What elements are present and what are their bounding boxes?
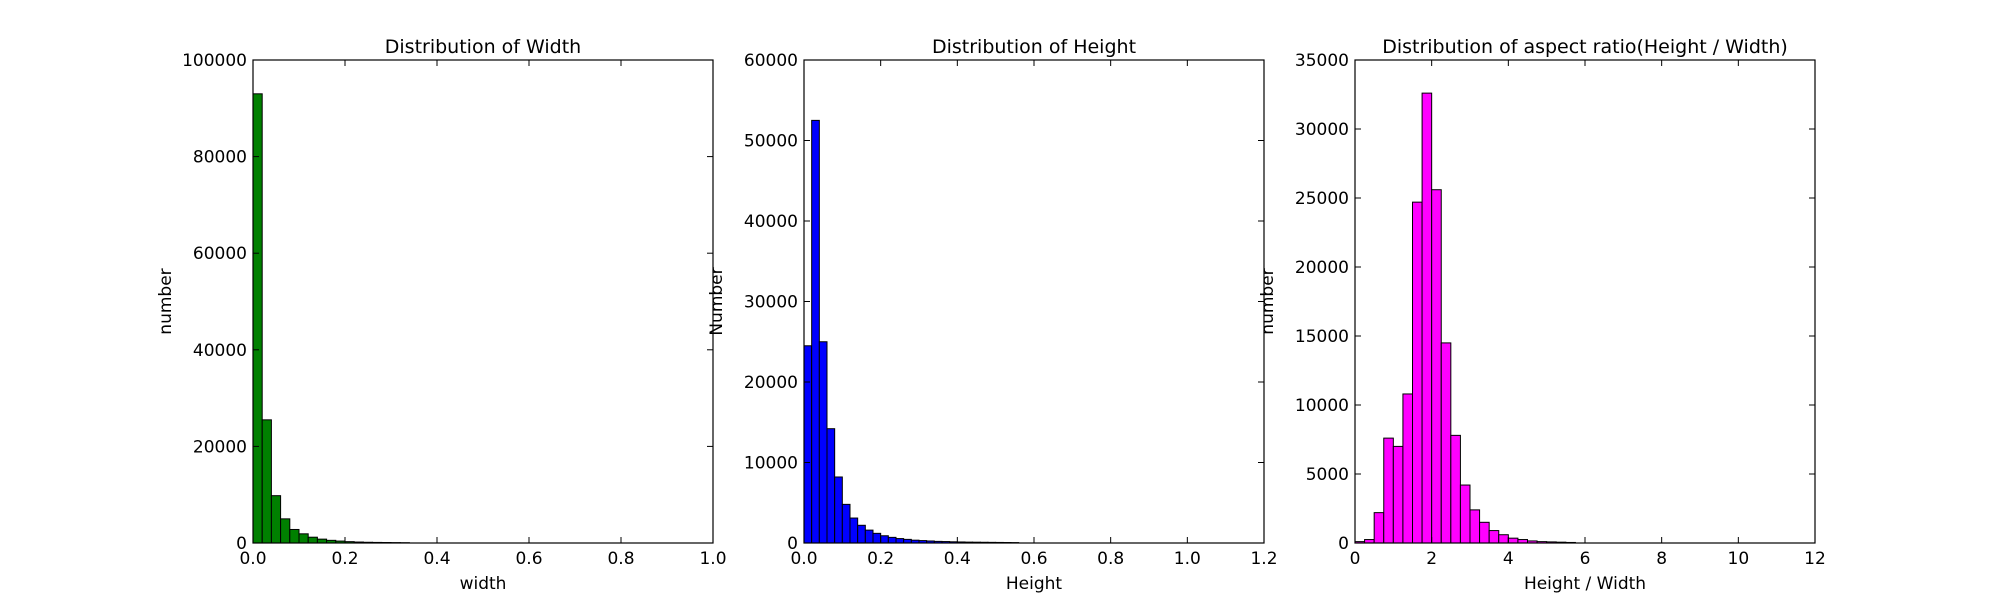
y-tick-label: 10000: [1295, 396, 1349, 416]
histogram-bar: [298, 533, 309, 544]
chart-panel-1: 0.0 0.2 0.4 0.6 0.8 1.0 0 20000 40000 60000 80000 1…: [156, 36, 727, 594]
x-axis-label: Height / Width: [1524, 574, 1646, 594]
y-tick-label: 50000: [744, 132, 798, 152]
x-axis-label: Height: [1006, 574, 1063, 594]
histogram-bar: [1373, 512, 1385, 544]
y-tick-label: 0: [787, 534, 798, 554]
x-tick-label: 6: [1580, 549, 1591, 569]
histogram-bar: [1412, 201, 1423, 544]
x-tick-label: 0.8: [1097, 549, 1124, 569]
y-tick-label: 20000: [744, 373, 798, 393]
x-tick-label: 12: [1804, 549, 1826, 569]
y-tick-label: 30000: [1295, 120, 1349, 140]
x-tick-label: 1.2: [1250, 549, 1277, 569]
x-tick-label: 0.0: [790, 549, 817, 569]
y-tick-label: 80000: [193, 148, 247, 168]
y-tick-label: 60000: [744, 51, 798, 71]
histogram-bar: [1498, 534, 1509, 544]
histogram-bar: [261, 419, 272, 544]
chart-panel-3: 0 2 4 6 8 10 12 0 5000 10000 15000 20000 25000 30000 3…: [1258, 36, 1826, 594]
x-tick-label: 0.6: [1020, 549, 1047, 569]
y-tick-label: 35000: [1295, 51, 1349, 71]
x-tick-label: 0.2: [867, 549, 894, 569]
histogram-bar: [1392, 445, 1404, 544]
histogram-bar: [289, 528, 300, 544]
x-tick-label: 0.0: [239, 549, 266, 569]
histogram-bar: [1421, 92, 1433, 544]
histogram-bar: [1488, 530, 1500, 544]
y-tick-label: 25000: [1295, 189, 1349, 209]
y-axis-label: Number: [707, 267, 727, 335]
histogram-bar: [872, 532, 882, 544]
x-tick-label: 4: [1503, 549, 1514, 569]
chart-title: Distribution of aspect ratio(Height / Wi…: [1382, 36, 1788, 58]
histogram-bar: [864, 529, 874, 544]
x-axis-label: width: [460, 574, 507, 594]
y-tick-label: 15000: [1295, 327, 1349, 347]
histogram-bar: [1479, 521, 1490, 544]
y-tick-label: 60000: [193, 244, 247, 264]
histogram-bar: [811, 119, 820, 544]
histogram-bar: [1402, 393, 1413, 544]
y-tick-label: 20000: [1295, 258, 1349, 278]
x-tick-label: 0.2: [331, 549, 358, 569]
histogram-bar: [1507, 537, 1519, 544]
histogram-bar: [834, 476, 843, 544]
chart-panel-2: 0.0 0.2 0.4 0.6 0.8 1.0 1.2 0 10000 20000 30000 400…: [707, 36, 1278, 594]
y-tick-label: 20000: [193, 437, 247, 457]
y-tick-label: 0: [236, 534, 247, 554]
histogram-bar: [857, 524, 866, 544]
histogram-bar: [818, 341, 828, 544]
histogram-bar: [270, 495, 282, 544]
chart-title: Distribution of Height: [932, 36, 1136, 58]
histogram-bar: [803, 345, 813, 544]
histogram-bar: [1459, 484, 1471, 544]
y-tick-label: 40000: [744, 212, 798, 232]
y-tick-label: 10000: [744, 454, 798, 474]
y-tick-label: 0: [1338, 534, 1349, 554]
y-tick-label: 5000: [1306, 465, 1349, 485]
histogram-bar: [826, 428, 836, 544]
y-tick-label: 100000: [182, 51, 247, 71]
histogram-bar: [280, 518, 291, 544]
x-tick-label: 2: [1426, 549, 1437, 569]
histogram-bar: [841, 503, 851, 544]
plot-frame: [803, 59, 1265, 544]
histogram-bar: [1450, 434, 1461, 544]
x-tick-label: 1.0: [699, 549, 726, 569]
histogram-bar: [1469, 509, 1481, 544]
plot-frame: [252, 59, 714, 544]
histogram-bar: [895, 538, 905, 544]
y-axis-label: number: [1258, 268, 1278, 334]
histogram-bar: [880, 535, 889, 544]
histogram-bar: [1431, 189, 1442, 544]
y-tick-label: 40000: [193, 341, 247, 361]
histogram-bar: [252, 93, 263, 544]
histogram-bar: [1440, 342, 1452, 544]
x-tick-label: 0: [1350, 549, 1361, 569]
x-tick-label: 0.4: [944, 549, 971, 569]
histogram-bar: [849, 517, 859, 544]
histogram-bar: [1383, 437, 1394, 544]
y-tick-label: 30000: [744, 293, 798, 313]
chart-title: Distribution of Width: [385, 36, 581, 58]
y-axis-label: number: [156, 268, 176, 334]
x-tick-label: 1.0: [1174, 549, 1201, 569]
histogram-bar: [887, 536, 897, 544]
x-tick-label: 0.6: [515, 549, 542, 569]
x-tick-label: 0.4: [423, 549, 450, 569]
x-tick-label: 0.8: [607, 549, 634, 569]
histogram-bar: [307, 536, 318, 544]
x-tick-label: 8: [1656, 549, 1667, 569]
x-tick-label: 10: [1728, 549, 1750, 569]
